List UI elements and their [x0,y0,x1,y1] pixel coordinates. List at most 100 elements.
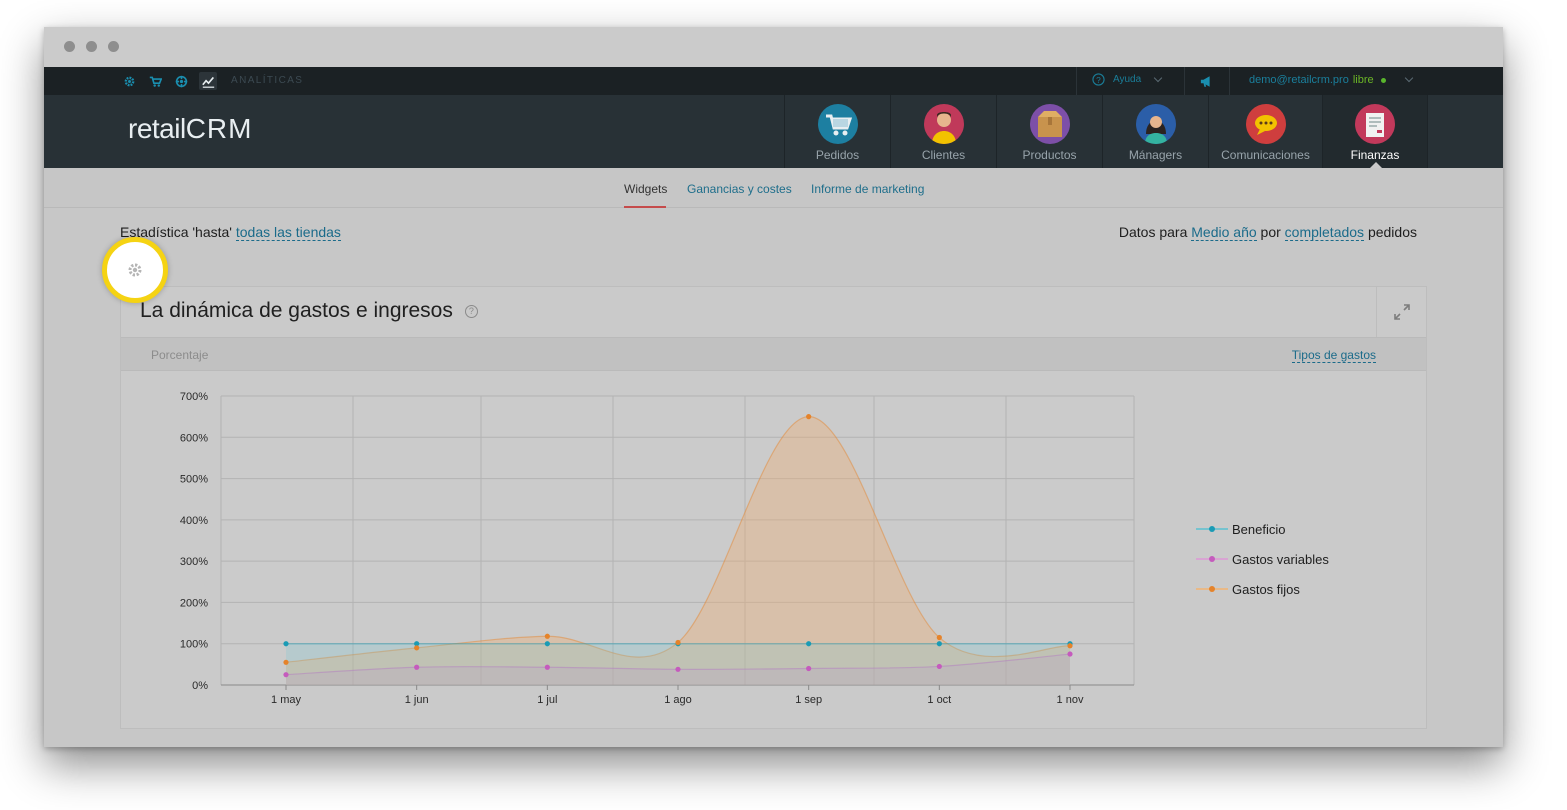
legend-item[interactable]: Beneficio [1196,514,1329,544]
widget-title: La dinámica de gastos e ingresos [140,299,453,322]
tab-ganancias-y-costes[interactable]: Ganancias y costes [687,182,792,196]
chart-legend: Beneficio Gastos variables Gastos fijos [1196,514,1329,604]
retailcrm-logo[interactable]: retailCRM [128,113,252,145]
y-tick-label: 100% [180,639,208,651]
box-avatar-icon [1029,104,1070,144]
user-email: demo@retailcrm.pro [1249,74,1349,86]
nav-label: Mánagers [1128,148,1183,162]
tab-widgets[interactable]: Widgets [624,182,668,196]
period-link[interactable]: Medio año [1191,224,1257,241]
user-plan-badge: libre [1352,74,1374,86]
data-point [675,666,681,672]
nav-item-finanzas[interactable]: Finanzas [1322,95,1428,168]
window-dot-maximize[interactable] [108,41,119,52]
data-point [1067,643,1073,649]
help-icon: ? [1092,73,1105,86]
legend-swatch [1196,553,1228,565]
window-dot-close[interactable] [64,41,75,52]
topbar-divider [1229,67,1230,95]
x-tick-label: 1 ago [664,694,692,706]
question-icon[interactable]: ? [464,304,478,318]
y-tick-label: 300% [180,556,208,568]
tab-informe-de-marketing[interactable]: Informe de marketing [811,182,925,196]
legend-label: Gastos fijos [1232,581,1300,597]
online-status-dot [1380,77,1386,83]
y-tick-label: 200% [180,597,208,609]
invoice-avatar-icon [1355,104,1395,144]
widget-panel: La dinámica de gastos e ingresos ? Porce… [120,286,1427,729]
nav-item-pedidos[interactable]: Pedidos [784,95,890,168]
logo-text: retail [128,113,186,144]
analytics-icon[interactable] [199,72,217,90]
nav-label: Finanzas [1350,148,1400,162]
megaphone-icon[interactable] [1200,74,1214,88]
x-tick-label: 1 oct [927,694,951,706]
expand-button[interactable] [1376,287,1426,337]
logo-crm-text: CRM [185,113,253,144]
data-point [414,664,420,670]
mode-label[interactable]: Porcentaje [151,348,209,362]
active-tab-underline [624,206,666,208]
data-point [806,414,812,420]
chat-avatar-icon [1245,104,1286,144]
user-menu[interactable]: demo@retailcrm.pro libre [1249,73,1413,86]
stores-filter-link[interactable]: todas las tiendas [235,224,341,241]
period-por: por [1260,224,1281,240]
series-area-2 [286,416,1070,685]
gear-icon [128,263,142,277]
y-tick-label: 700% [180,391,208,403]
widget-settings-button[interactable] [102,237,168,303]
data-point [283,659,289,665]
x-tick-label: 1 sep [795,694,822,706]
content-area: Estadística 'hasta' todas las tiendas Da… [44,208,1503,747]
nav-label: Clientes [921,148,966,162]
widget-toolbar: Porcentaje Tipos de gastos [121,337,1426,371]
help-menu[interactable]: ? Ayuda [1092,73,1163,86]
data-point [544,664,550,670]
nav-item-comunicaciones[interactable]: Comunicaciones [1208,95,1322,168]
period-suffix: pedidos [1367,224,1417,240]
data-point [283,641,289,647]
nav-label: Pedidos [815,148,860,162]
status-link[interactable]: completados [1284,224,1365,241]
data-point [544,641,550,647]
data-point [936,634,942,641]
series-area-0 [286,643,1070,685]
nav-item-managers[interactable]: Mánagers [1102,95,1208,168]
chevron-down-icon [1153,73,1163,82]
main-navigation: retailCRM Pedidos Clientes Productos Mán… [44,95,1503,168]
data-point [414,641,420,647]
data-point [806,665,812,672]
cart-avatar-icon [817,104,858,144]
settings-icon[interactable] [122,74,136,88]
expense-types-link[interactable]: Tipos de gastos [1291,348,1376,363]
window-dot-minimize[interactable] [86,41,97,52]
data-point [806,641,812,647]
x-tick-label: 1 nov [1057,694,1084,706]
legend-item[interactable]: Gastos variables [1196,544,1329,574]
legend-label: Beneficio [1232,521,1286,537]
integrations-icon[interactable] [174,74,188,88]
customer-avatar-icon [923,104,964,144]
chevron-down-icon [1404,73,1413,83]
data-point [544,633,550,639]
legend-swatch [1196,523,1228,535]
cart-icon[interactable] [148,74,162,88]
y-tick-label: 600% [180,432,208,444]
nav-label: Productos [1022,148,1077,162]
data-point [283,672,289,678]
x-tick-label: 1 may [271,694,301,706]
legend-item[interactable]: Gastos fijos [1196,574,1329,604]
data-point [936,641,942,647]
chart: 0% 100% 200% 300% 400% 500% 600% 700% 1 may 1 jun… [180,391,1135,706]
nav-item-productos[interactable]: Productos [996,95,1102,168]
svg-text:?: ? [1096,75,1101,85]
expand-icon [1393,304,1410,320]
x-tick-label: 1 jun [405,694,429,706]
nav-item-clientes[interactable]: Clientes [890,95,996,168]
data-point [1067,651,1073,657]
current-section-label: ANALÍTICAS [231,75,304,86]
x-tick-label: 1 jul [537,694,557,706]
y-tick-label: 400% [180,515,208,527]
browser-window: ANALÍTICAS ? Ayuda demo@retailcrm.pro li… [44,27,1503,747]
